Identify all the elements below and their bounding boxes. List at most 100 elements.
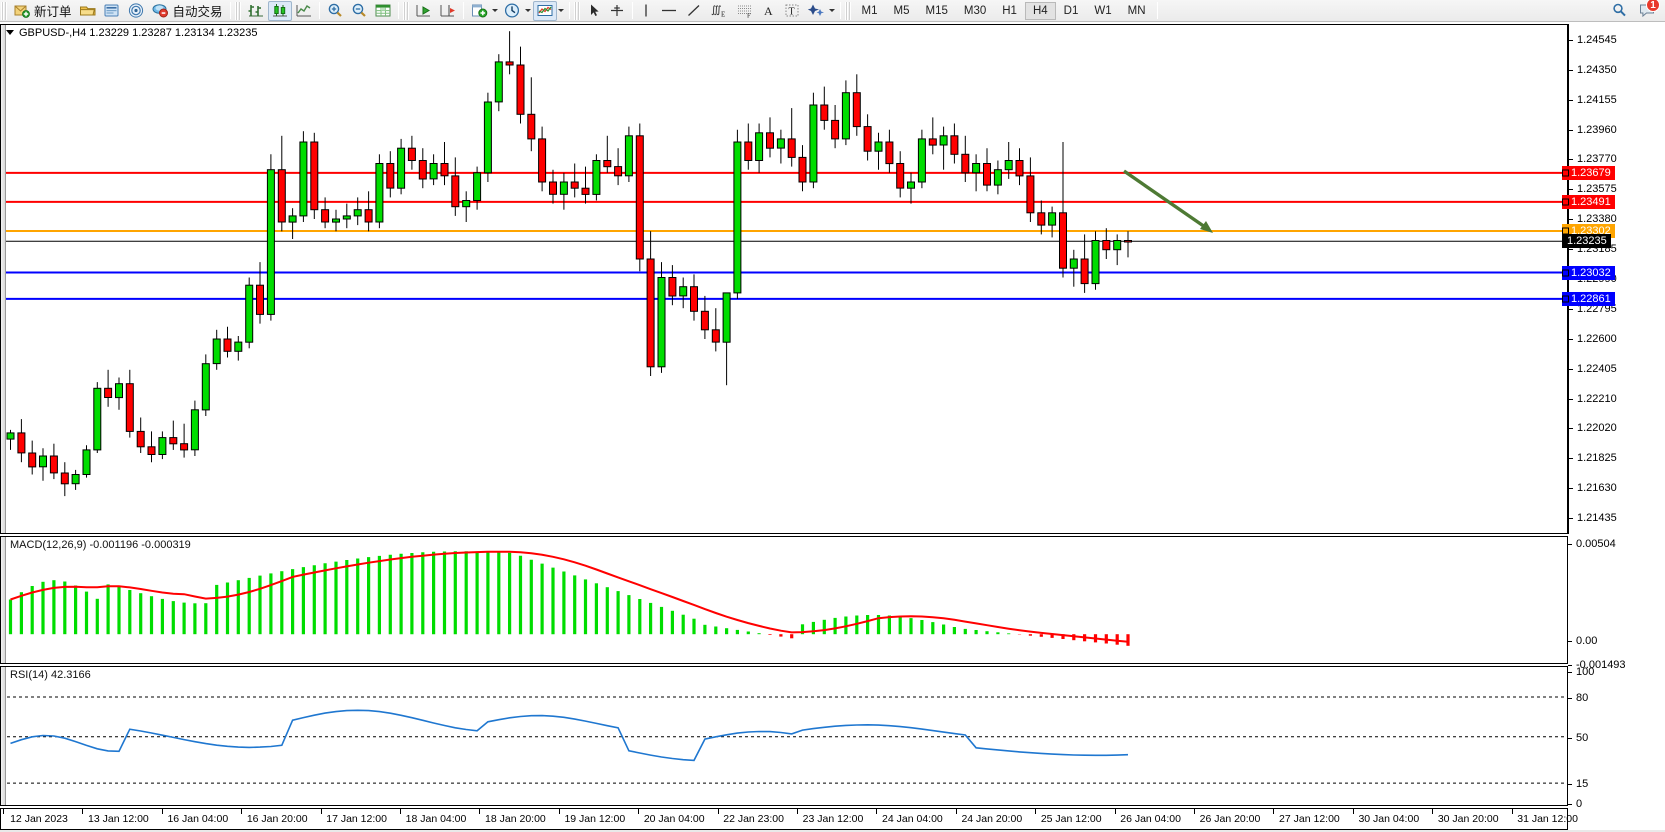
svg-text:∭: ∭ bbox=[711, 5, 722, 16]
timeframe-m5[interactable]: M5 bbox=[893, 4, 910, 17]
price-tick: 1.22405 bbox=[1569, 363, 1617, 375]
time-scale[interactable]: 12 Jan 2023 13 Jan 12:00 16 Jan 04:00 16 Ja… bbox=[0, 808, 1578, 830]
time-divider bbox=[241, 809, 243, 814]
crosshair-icon[interactable] bbox=[605, 1, 629, 21]
auto-scroll-icon[interactable] bbox=[412, 1, 436, 21]
toolbar-grip-2[interactable] bbox=[234, 1, 242, 20]
candlestick-chart-icon[interactable] bbox=[267, 0, 292, 21]
time-divider bbox=[161, 809, 163, 814]
toolbar-grip-3[interactable] bbox=[402, 1, 410, 20]
timeframe-h1[interactable]: H1 bbox=[1002, 4, 1017, 17]
macd-pane[interactable]: MACD(12,26,9) -0.001196 -0.000319 bbox=[0, 536, 1568, 664]
rsi-pane[interactable]: RSI(14) 42.3166 bbox=[0, 666, 1568, 806]
vertical-line-icon[interactable] bbox=[636, 1, 656, 21]
add-indicator-dropdown-icon[interactable] bbox=[491, 1, 500, 21]
macd-scale: 0.00504 0.00 -0.001493 bbox=[1568, 536, 1665, 671]
time-divider bbox=[320, 809, 322, 814]
trendline-icon[interactable] bbox=[682, 1, 706, 21]
timeframe-m30[interactable]: M30 bbox=[963, 4, 987, 17]
timeframe-w1[interactable]: W1 bbox=[1094, 4, 1112, 17]
timeframe-h4[interactable]: H4 bbox=[1024, 1, 1056, 20]
new-order-icon[interactable] bbox=[10, 1, 33, 21]
autotrading-label[interactable]: 自动交易 bbox=[172, 5, 223, 19]
templates-dropdown-icon[interactable] bbox=[557, 1, 566, 21]
last-price-tag-tag[interactable]: 1.23235 bbox=[1562, 234, 1611, 249]
time-label: 26 Jan 04:00 bbox=[1120, 813, 1181, 825]
time-divider bbox=[82, 809, 84, 814]
chart-menu-icon[interactable] bbox=[6, 30, 14, 35]
autotrading-icon[interactable] bbox=[148, 1, 172, 21]
toolbar-grip-4[interactable] bbox=[573, 1, 581, 20]
horizontal-line-icon[interactable] bbox=[656, 1, 682, 21]
tag-knob[interactable] bbox=[1562, 227, 1569, 235]
data-window-icon[interactable] bbox=[100, 1, 124, 21]
toolbar-grip-5[interactable] bbox=[844, 1, 852, 20]
price-pane-grip[interactable] bbox=[1, 25, 6, 533]
tag-value: 1.23235 bbox=[1567, 235, 1607, 248]
folder-icon[interactable] bbox=[76, 1, 100, 21]
price-tick: 1.22020 bbox=[1569, 422, 1617, 434]
downtrend-arrow[interactable] bbox=[1123, 169, 1213, 233]
time-divider bbox=[400, 809, 401, 814]
cursor-icon[interactable] bbox=[583, 1, 605, 21]
bar-chart-icon[interactable] bbox=[244, 1, 268, 21]
rsi-plot bbox=[1, 696, 1567, 784]
toolbar-separator-7 bbox=[839, 2, 841, 19]
tag-knob[interactable] bbox=[1562, 269, 1569, 277]
time-divider bbox=[1194, 809, 1195, 814]
rsi-scale: 100 80 50 15 0 bbox=[1568, 666, 1665, 810]
new-order-label[interactable]: 新订单 bbox=[34, 5, 72, 19]
text-icon[interactable]: A bbox=[758, 1, 780, 21]
rsi-plot-area[interactable] bbox=[1, 667, 1567, 805]
zoom-in-icon[interactable] bbox=[323, 1, 347, 21]
candlestick-plot bbox=[1, 31, 1567, 497]
price-plot-area[interactable] bbox=[1, 25, 1567, 533]
fibonacci-icon[interactable]: F bbox=[732, 1, 758, 21]
timeframe-mn[interactable]: MN bbox=[1127, 4, 1146, 17]
macd-tick: 0.00504 bbox=[1568, 538, 1616, 550]
text-label-icon[interactable]: T bbox=[780, 1, 804, 21]
period-dropdown-icon[interactable] bbox=[524, 1, 533, 21]
price-scale[interactable]: 1.24545 1.24350 1.24155 1.23960 1.23770 1.235… bbox=[1562, 24, 1665, 534]
svg-text:T: T bbox=[788, 7, 794, 18]
price-tick: 1.24155 bbox=[1569, 94, 1617, 106]
templates-icon[interactable] bbox=[532, 0, 557, 21]
add-indicator-icon[interactable] bbox=[467, 1, 491, 21]
price-tick: 1.22795 bbox=[1569, 303, 1617, 315]
toolbar-separator-6 bbox=[631, 2, 633, 19]
rsi-pane-grip[interactable] bbox=[1, 667, 6, 805]
timeframe-d1[interactable]: D1 bbox=[1063, 4, 1079, 17]
zoom-out-icon[interactable] bbox=[347, 1, 371, 21]
period-icon[interactable] bbox=[500, 1, 524, 21]
resistance-line-1-tag[interactable]: 1.23679 bbox=[1562, 165, 1615, 180]
time-label: 17 Jan 12:00 bbox=[326, 813, 387, 825]
time-divider bbox=[797, 809, 798, 814]
tag-knob[interactable] bbox=[1562, 198, 1569, 206]
toolbar-separator bbox=[229, 2, 231, 19]
time-label: 27 Jan 12:00 bbox=[1279, 813, 1340, 825]
support-line-2-tag[interactable]: 1.22861 bbox=[1562, 291, 1615, 306]
search-icon[interactable] bbox=[1608, 1, 1631, 21]
signal-icon[interactable] bbox=[124, 1, 148, 21]
chat-icon[interactable]: 1 bbox=[1635, 0, 1660, 21]
tag-knob[interactable] bbox=[1562, 169, 1569, 177]
svg-text:E: E bbox=[721, 11, 725, 19]
resistance-line-2-tag[interactable]: 1.23491 bbox=[1562, 194, 1615, 209]
price-pane[interactable]: GBPUSD-,H4 1.23229 1.23287 1.23134 1.232… bbox=[0, 24, 1568, 534]
macd-pane-grip[interactable] bbox=[1, 537, 6, 663]
time-divider bbox=[1035, 809, 1037, 814]
timeframe-m1[interactable]: M1 bbox=[861, 4, 878, 17]
rsi-tick: 100 bbox=[1568, 666, 1594, 678]
time-label: 30 Jan 20:00 bbox=[1437, 813, 1499, 825]
toolbar-grip[interactable] bbox=[1, 1, 8, 20]
timeframe-m15[interactable]: M15 bbox=[925, 4, 948, 17]
elliott-wave-icon[interactable]: ∭ E bbox=[706, 1, 732, 21]
chart-shift-icon[interactable] bbox=[436, 1, 460, 21]
grid-icon[interactable] bbox=[371, 1, 395, 21]
support-line-1-tag[interactable]: 1.23032 bbox=[1562, 265, 1615, 280]
line-chart-icon[interactable] bbox=[292, 1, 316, 21]
shapes-icon[interactable] bbox=[804, 1, 828, 21]
macd-plot-area[interactable] bbox=[1, 537, 1567, 663]
tag-knob[interactable] bbox=[1562, 295, 1569, 303]
shapes-dropdown-icon[interactable] bbox=[828, 1, 837, 21]
